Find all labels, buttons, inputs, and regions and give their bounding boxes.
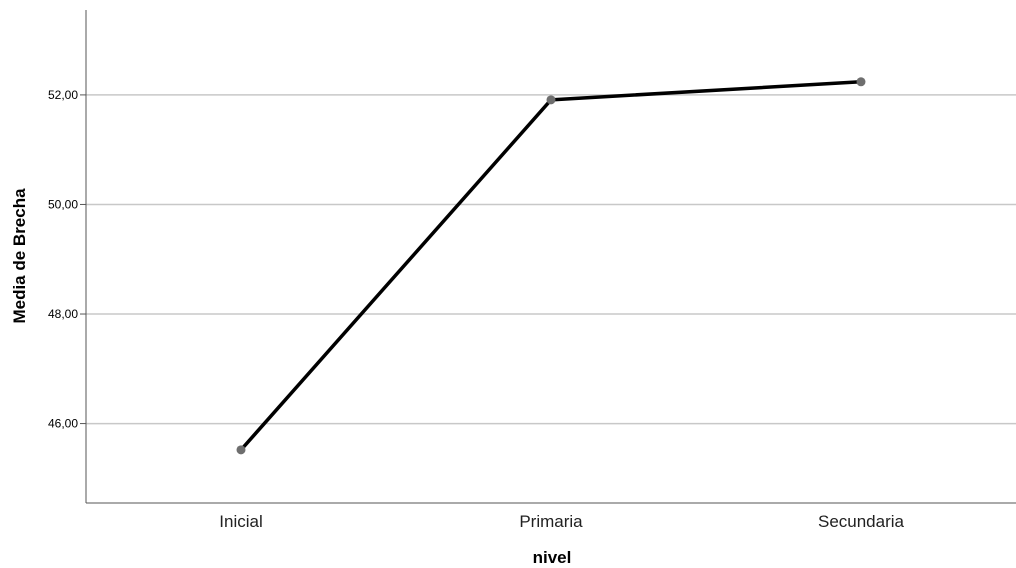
- y-tick-label: 46,00: [48, 417, 78, 431]
- x-tick-label: Inicial: [219, 512, 262, 531]
- gridlines: [86, 94, 1016, 425]
- y-tick-label: 50,00: [48, 197, 78, 211]
- series-line: [239, 80, 862, 452]
- series: [236, 77, 866, 455]
- y-axis-title: Media de Brecha: [10, 188, 29, 324]
- y-tick-labels: 46,00 48,00 50,00 52,00: [48, 88, 86, 431]
- axes: [85, 10, 1016, 504]
- x-axis-title: nivel: [533, 548, 572, 567]
- data-point: [856, 77, 866, 87]
- data-point: [236, 445, 246, 455]
- x-tick-label: Primaria: [519, 512, 583, 531]
- y-tick-label: 48,00: [48, 307, 78, 321]
- data-point: [546, 95, 556, 105]
- y-tick-label: 52,00: [48, 88, 78, 102]
- x-tick-label: Secundaria: [818, 512, 905, 531]
- x-tick-labels: Inicial Primaria Secundaria: [219, 512, 904, 531]
